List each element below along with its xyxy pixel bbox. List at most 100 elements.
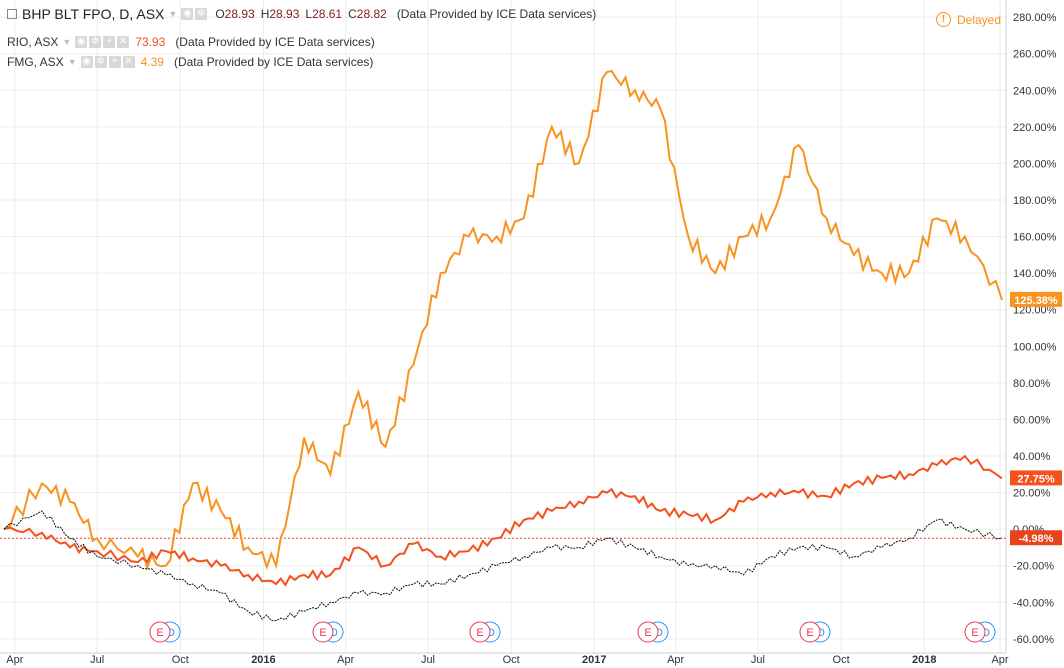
y-tick-label: 40.00%: [1013, 451, 1051, 463]
high-label: H: [260, 7, 270, 21]
earnings-label: E: [156, 627, 163, 639]
legend-compare-rio: RIO, ASX ▼ ◉ ✲ + ✕ 73.93 (Data Provided …: [7, 35, 375, 49]
last-value-label: 27.75%: [1010, 470, 1062, 486]
dividend-label: D: [167, 627, 175, 639]
plus-icon[interactable]: +: [103, 36, 116, 48]
x-tick-label: Apr: [667, 654, 684, 666]
compare-symbol[interactable]: RIO, ASX: [7, 35, 59, 49]
x-axis: Apr Jul Oct 2016 Apr Jul Oct 2017 Apr Jul Oct 2018 A…: [6, 654, 1009, 666]
eye-icon[interactable]: ◉: [181, 8, 194, 20]
close-value: 28.82: [356, 7, 387, 21]
x-tick-label: Apr: [6, 654, 23, 666]
earnings-label: E: [971, 627, 978, 639]
low-label: L: [305, 7, 313, 21]
x-tick-label: Jul: [421, 654, 435, 666]
rio-series-line: [3, 454, 1003, 587]
y-tick-label: -20.00%: [1013, 561, 1054, 573]
delayed-label: Delayed: [957, 12, 1002, 27]
collapse-toggle[interactable]: [7, 9, 17, 19]
last-value-box: [1010, 291, 1062, 307]
dividend-label: D: [487, 627, 495, 639]
earnings-dividend-marker: DE: [149, 621, 181, 643]
x-tick-label: Jul: [751, 654, 765, 666]
y-tick-label: 220.00%: [1013, 122, 1057, 134]
x-tick-label: Oct: [172, 654, 189, 666]
compare-value: 4.39: [140, 55, 164, 69]
x-tick-label: Jul: [90, 654, 104, 666]
earnings-dividend-marker: DE: [964, 621, 996, 643]
y-tick-label: 120.00%: [1013, 305, 1057, 317]
eye-icon[interactable]: ◉: [75, 36, 88, 48]
fmg-series-line: [3, 69, 1003, 571]
x-tick-label: Oct: [833, 654, 850, 666]
y-tick-label: 180.00%: [1013, 195, 1057, 207]
earnings-marker: [469, 621, 491, 643]
earnings-dividend-marker: DE: [469, 621, 501, 643]
y-tick-label: 140.00%: [1013, 268, 1057, 280]
last-value-text: -4.98%: [1019, 533, 1054, 545]
y-tick-label: 240.00%: [1013, 85, 1057, 97]
x-tick-label: 2018: [912, 654, 936, 666]
close-label: C: [348, 7, 357, 21]
y-tick-label: 260.00%: [1013, 49, 1057, 61]
last-value-text: 125.38%: [1014, 295, 1058, 307]
dividend-label: D: [982, 627, 990, 639]
chevron-down-icon[interactable]: ▼: [62, 37, 72, 47]
earnings-label: E: [319, 627, 326, 639]
dividend-label: D: [817, 627, 825, 639]
chevron-down-icon[interactable]: ▼: [168, 9, 178, 19]
x-tick-label: Oct: [503, 654, 520, 666]
last-value-text: 27.75%: [1017, 473, 1055, 485]
last-value-labels: 125.38% 27.75% -4.98%: [1010, 291, 1062, 546]
delayed-indicator[interactable]: ! Delayed: [936, 12, 1001, 27]
earnings-marker: [637, 621, 659, 643]
info-icon: !: [936, 12, 951, 27]
high-value: 28.93: [269, 7, 300, 21]
earnings-label: E: [806, 627, 813, 639]
x-tick-label: Apr: [991, 654, 1008, 666]
y-axis: 280.00% 260.00% 240.00% 220.00% 200.00% 180.0…: [1013, 12, 1057, 646]
low-value: 28.61: [312, 7, 343, 21]
y-tick-label: -60.00%: [1013, 634, 1054, 646]
plus-icon[interactable]: +: [108, 56, 121, 68]
y-tick-label: 280.00%: [1013, 12, 1057, 24]
earnings-dividend-marker: DE: [312, 621, 344, 643]
settings-icon[interactable]: ✲: [94, 56, 107, 68]
main-symbol[interactable]: BHP BLT FPO, D, ASX: [22, 6, 165, 22]
y-tick-label: 160.00%: [1013, 232, 1057, 244]
open-label: O: [215, 7, 225, 21]
dividend-label: D: [655, 627, 663, 639]
provider-text: (Data Provided by ICE Data services): [173, 55, 374, 69]
settings-icon[interactable]: ✲: [195, 8, 208, 20]
legend-main: BHP BLT FPO, D, ASX ▼ ◉ ✲ O 28.93 H 28.93 …: [7, 6, 596, 22]
earnings-marker: [964, 621, 986, 643]
settings-icon[interactable]: ✲: [89, 36, 102, 48]
close-icon[interactable]: ✕: [122, 56, 135, 68]
event-markers: DE DE DE DE DE DE: [149, 621, 996, 643]
provider-text: (Data Provided by ICE Data services): [396, 7, 597, 21]
provider-text: (Data Provided by ICE Data services): [175, 35, 375, 49]
compare-value: 73.93: [135, 35, 166, 49]
x-tick-label: 2017: [582, 654, 606, 666]
dividend-label: D: [330, 627, 338, 639]
earnings-marker: [312, 621, 334, 643]
last-value-box: [1010, 530, 1062, 546]
compare-symbol[interactable]: FMG, ASX: [7, 55, 64, 69]
last-value-label: -4.98%: [1010, 530, 1062, 546]
chevron-down-icon[interactable]: ▼: [67, 57, 77, 67]
earnings-dividend-marker: DE: [799, 621, 831, 643]
y-tick-label: 200.00%: [1013, 158, 1057, 170]
earnings-label: E: [644, 627, 651, 639]
y-tick-label: -40.00%: [1013, 597, 1054, 609]
eye-icon[interactable]: ◉: [80, 56, 93, 68]
earnings-marker: [799, 621, 821, 643]
y-tick-label: 60.00%: [1013, 414, 1051, 426]
y-tick-label: 20.00%: [1013, 488, 1051, 500]
last-value-box: [1010, 470, 1062, 486]
open-value: 28.93: [224, 7, 255, 21]
earnings-marker: [149, 621, 171, 643]
close-icon[interactable]: ✕: [117, 36, 130, 48]
x-tick-label: Apr: [337, 654, 354, 666]
earnings-label: E: [476, 627, 483, 639]
